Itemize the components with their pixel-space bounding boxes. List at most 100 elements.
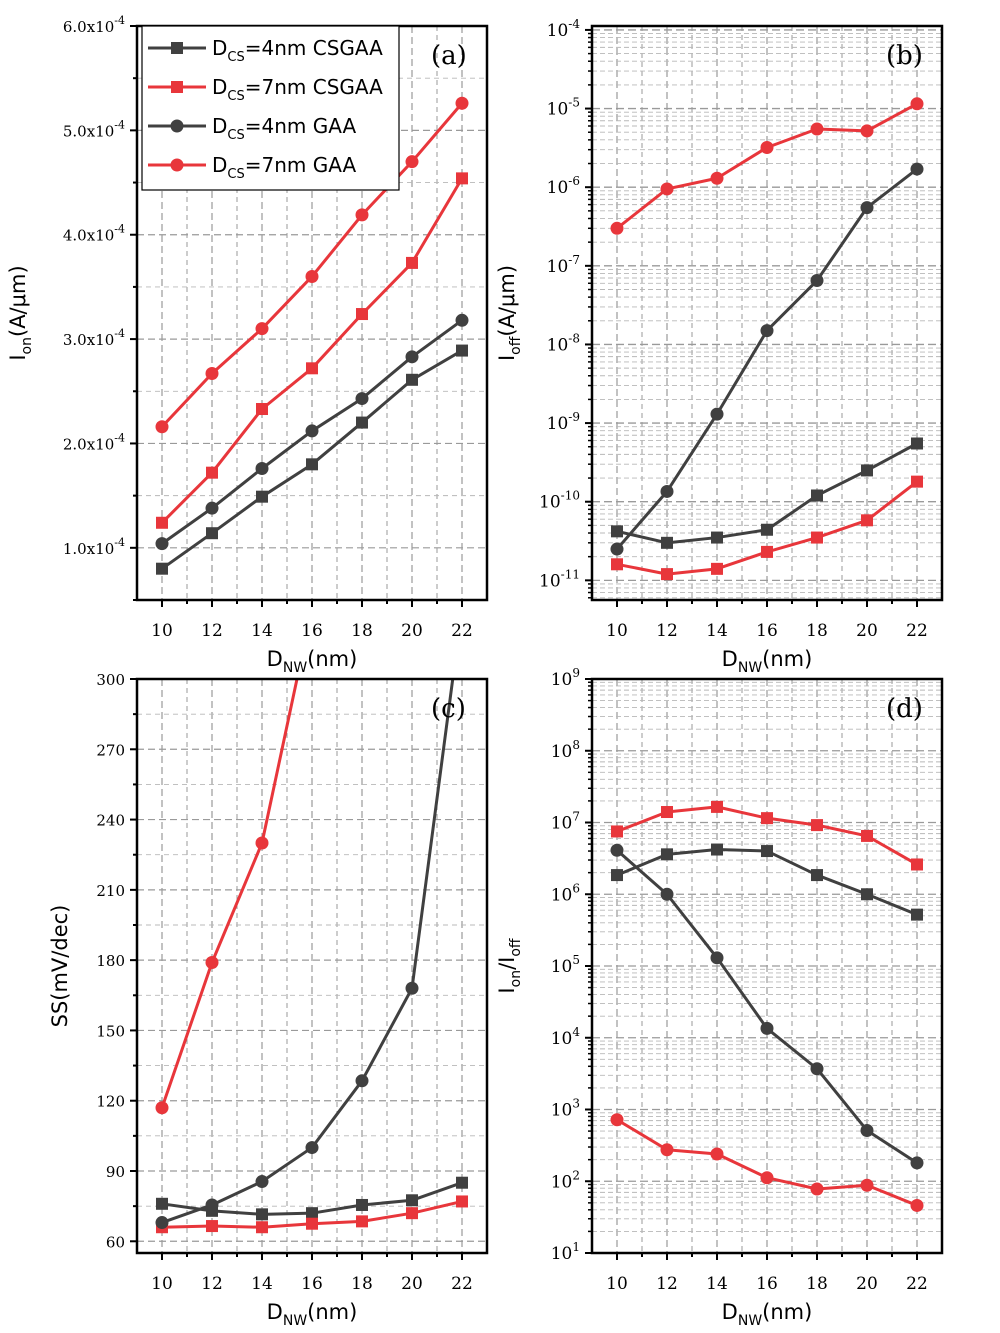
data-point-g7 — [305, 269, 319, 283]
data-point-cs4 — [356, 1198, 368, 1211]
x-axis-d: 10 12 14 16 18 20 22 — [606, 1253, 928, 1294]
y-tick-label: 10-8 — [547, 331, 580, 355]
data-point-cs7 — [761, 812, 773, 825]
x-tick-label: 22 — [451, 621, 473, 641]
x-tick-label: 20 — [856, 621, 878, 641]
data-point-cs7 — [456, 1195, 468, 1208]
x-axis-title-sub: NW — [283, 1313, 307, 1329]
x-tick-label: 12 — [201, 621, 223, 641]
data-point-cs7 — [711, 800, 723, 813]
data-point-g7 — [710, 171, 724, 185]
y-axis-c: 60 90 120 150 180 210 240 270 300 — [96, 671, 137, 1251]
y-axis-a: 1.0x10-4 2.0x10-4 3.0x10-4 4.0x10-4 5.0x10-4… — [63, 14, 137, 601]
data-point-g4 — [910, 162, 924, 176]
x-tick-label: 18 — [806, 621, 828, 641]
y-axis-title: Ioff(A/μm) — [495, 265, 524, 361]
data-point-cs7 — [356, 1215, 368, 1228]
data-point-cs4 — [761, 845, 773, 858]
data-point-cs4 — [861, 464, 873, 477]
data-point-g4 — [810, 274, 824, 288]
data-point-cs4 — [861, 888, 873, 901]
data-point-g4 — [860, 1123, 874, 1137]
x-tick-label: 18 — [351, 621, 373, 641]
data-point-cs4 — [911, 437, 923, 450]
data-point-cs4 — [456, 344, 468, 357]
data-point-cs7 — [761, 545, 773, 558]
y-tick-label: 101 — [551, 1240, 580, 1264]
data-point-g4 — [455, 313, 469, 327]
data-point-g4 — [305, 424, 319, 438]
y-axis-title: Ion/Ioff — [495, 938, 524, 994]
x-tick-label: 12 — [201, 1274, 223, 1294]
data-point-g7 — [155, 420, 169, 434]
x-tick-label: 22 — [451, 1274, 473, 1294]
legend: DCS=4nm CSGAA DCS=7nm CSGAA DCS=4nm GAA DCS… — [141, 25, 400, 191]
x-axis-title-tail: (nm) — [307, 647, 357, 671]
y-tick-label: 6.0x10-4 — [63, 14, 125, 36]
data-point-g7 — [455, 96, 469, 110]
panel-label-b: (b) — [886, 41, 923, 71]
data-point-cs7 — [206, 1220, 218, 1233]
data-point-cs4 — [611, 525, 623, 538]
x-axis-title-main: D — [267, 647, 283, 671]
y-tick-label: 90 — [106, 1163, 125, 1181]
legend-swatch-marker — [170, 119, 184, 133]
y-tick-label: 5.0x10-4 — [63, 118, 125, 140]
data-point-g4 — [405, 350, 419, 364]
data-point-cs4 — [406, 1194, 418, 1207]
data-point-cs4 — [306, 1207, 318, 1220]
y-tick-label: 1.0x10-4 — [63, 536, 125, 558]
y-tick-label: 107 — [551, 810, 580, 834]
data-point-g7 — [255, 836, 269, 850]
data-point-g4 — [405, 981, 419, 995]
data-point-cs4 — [456, 1176, 468, 1189]
data-point-cs4 — [661, 536, 673, 549]
data-point-g7 — [610, 1113, 624, 1127]
data-point-cs4 — [306, 458, 318, 471]
x-tick-label: 10 — [151, 1274, 173, 1294]
data-point-g4 — [910, 1156, 924, 1170]
data-point-cs7 — [456, 172, 468, 185]
data-point-cs7 — [611, 558, 623, 571]
y-tick-label: 60 — [106, 1233, 125, 1251]
legend-swatch-marker — [171, 42, 183, 54]
data-point-cs4 — [256, 1208, 268, 1221]
x-axis-title-main: D — [722, 647, 738, 671]
data-point-g4 — [810, 1062, 824, 1076]
data-point-cs7 — [306, 362, 318, 375]
data-point-cs7 — [156, 516, 168, 529]
y-tick-label: 240 — [96, 812, 125, 830]
grid-d — [592, 679, 942, 1253]
x-tick-label: 14 — [251, 621, 273, 641]
y-tick-label: 10-11 — [539, 567, 580, 591]
panel-d: 10 12 14 16 18 20 22DNW(nm)1011021031041051061… — [495, 666, 944, 1329]
data-point-cs7 — [861, 829, 873, 842]
x-tick-label: 20 — [401, 621, 423, 641]
grid-c — [137, 679, 487, 1253]
data-point-g7 — [760, 140, 774, 154]
x-tick-label: 10 — [151, 621, 173, 641]
data-point-cs7 — [256, 403, 268, 416]
x-tick-label: 18 — [351, 1274, 373, 1294]
legend-label: DCS=4nm CSGAA — [212, 36, 383, 65]
x-tick-label: 18 — [806, 1274, 828, 1294]
y-tick-label: 10-6 — [547, 174, 580, 198]
x-axis-title-tail: (nm) — [762, 1300, 812, 1324]
data-point-cs4 — [811, 489, 823, 502]
panel-label-d: (d) — [886, 694, 923, 724]
y-axis-title: SS(mV/dec) — [48, 905, 72, 1028]
data-point-cs7 — [256, 1221, 268, 1234]
y-tick-label: 104 — [551, 1025, 581, 1049]
data-point-cs4 — [406, 373, 418, 386]
y-tick-label: 10-10 — [539, 489, 580, 513]
x-tick-label: 22 — [906, 621, 928, 641]
data-point-g7 — [860, 1178, 874, 1192]
x-tick-label: 10 — [606, 1274, 628, 1294]
data-point-cs4 — [761, 523, 773, 536]
x-axis-title: DNW(nm) — [267, 1300, 358, 1329]
x-axis-c: 10 12 14 16 18 20 22 — [151, 1253, 473, 1294]
y-tick-label: 210 — [96, 882, 125, 900]
data-point-g7 — [810, 122, 824, 136]
data-point-cs4 — [156, 1197, 168, 1210]
legend-item-cs4: DCS=4nm CSGAA — [148, 36, 383, 65]
